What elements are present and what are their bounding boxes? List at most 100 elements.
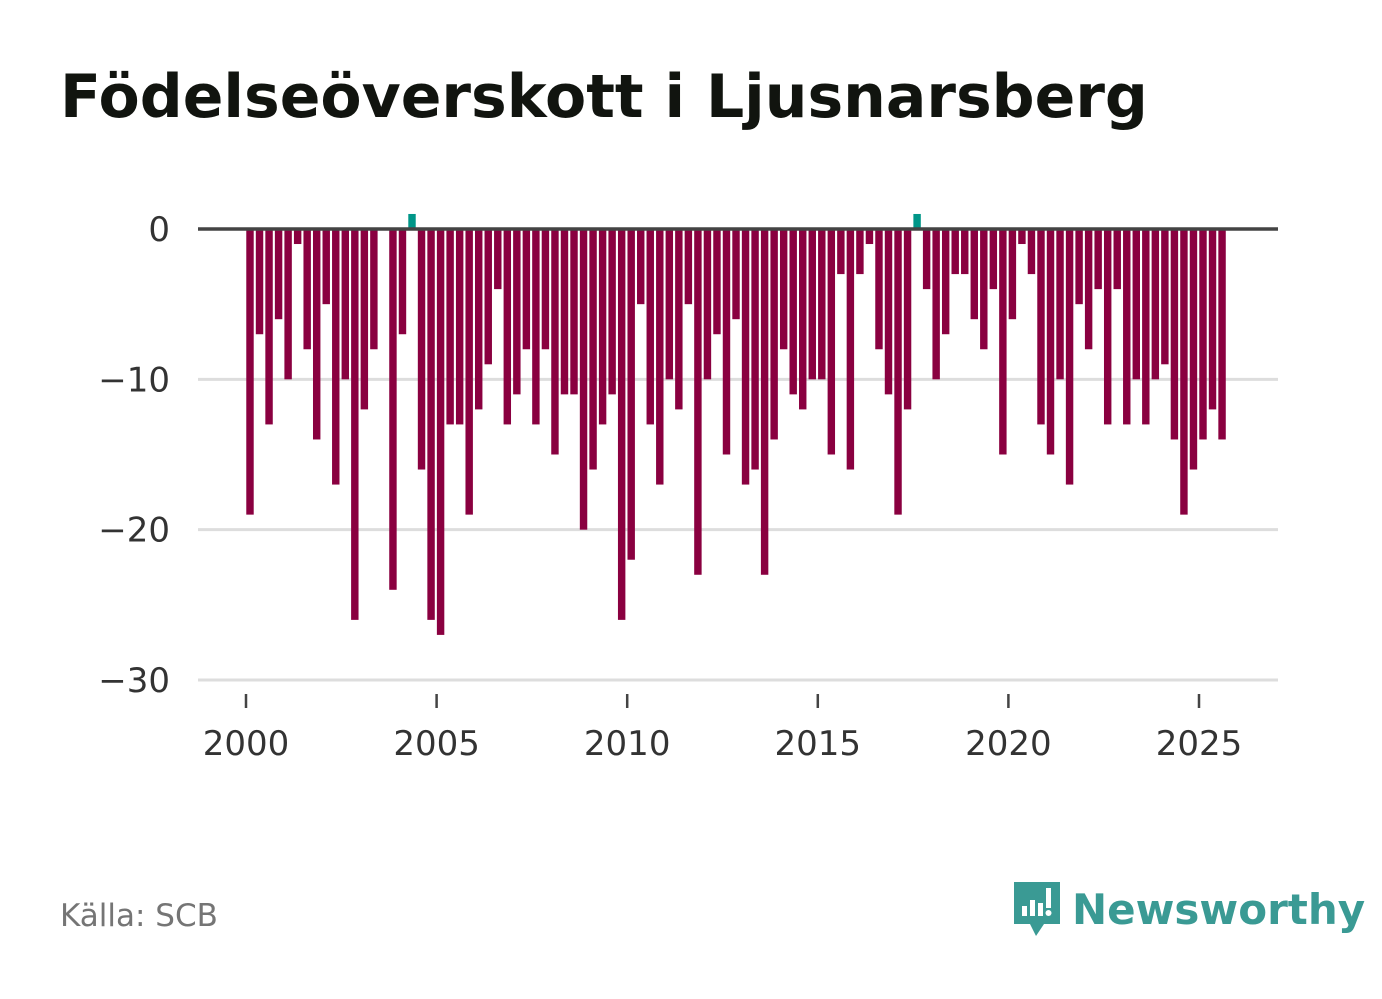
bar	[827, 229, 836, 455]
bar	[1008, 229, 1017, 320]
y-tick-label: −30	[98, 661, 170, 701]
bar	[808, 229, 816, 380]
bar	[1151, 229, 1160, 380]
bar	[265, 229, 273, 425]
bar	[1094, 229, 1102, 290]
bar	[522, 229, 531, 350]
bar	[1065, 229, 1074, 485]
bar	[1037, 229, 1045, 425]
axes: 0 −10 −20 −30 2000 2005 2010 2015 2020 2025	[98, 210, 1278, 764]
bar	[1046, 229, 1055, 455]
bar	[980, 229, 988, 350]
x-tick-label: 2025	[1156, 724, 1243, 764]
bar	[598, 229, 607, 425]
bar	[1161, 229, 1169, 365]
bar	[1199, 229, 1207, 440]
x-tick-label: 2005	[393, 724, 480, 764]
bar	[484, 229, 492, 365]
bar	[846, 229, 855, 470]
bar	[951, 229, 959, 275]
bar	[722, 229, 731, 455]
bar	[703, 229, 712, 380]
bar	[913, 213, 921, 229]
bar	[884, 229, 893, 395]
bar	[1208, 229, 1217, 410]
bar	[713, 229, 721, 335]
bar	[303, 229, 311, 350]
bar	[436, 229, 445, 635]
bar	[770, 229, 778, 440]
y-tick-label: −10	[98, 360, 170, 400]
bar	[246, 229, 254, 515]
bar	[989, 229, 998, 290]
bar	[1075, 229, 1083, 305]
bar	[446, 229, 454, 425]
bar	[551, 229, 559, 455]
bar	[494, 229, 502, 290]
bar	[932, 229, 940, 380]
source-credit: Källa: SCB	[60, 898, 218, 934]
bar	[532, 229, 540, 425]
bar	[560, 229, 569, 395]
bar	[1132, 229, 1140, 380]
bar	[389, 229, 397, 590]
bar	[799, 229, 807, 410]
bar	[617, 229, 626, 620]
bar	[1218, 229, 1226, 440]
bar	[332, 229, 340, 485]
bar	[1103, 229, 1112, 425]
gridlines	[198, 377, 1278, 682]
bar	[455, 229, 464, 425]
bar	[922, 229, 931, 290]
bar	[1189, 229, 1198, 470]
bar	[503, 229, 512, 425]
bar	[856, 229, 864, 275]
bar	[341, 229, 350, 380]
bar	[894, 229, 902, 515]
bar	[351, 229, 359, 620]
bar	[370, 229, 378, 350]
bar	[255, 229, 264, 335]
bar	[837, 229, 845, 275]
bar	[1056, 229, 1064, 380]
bar	[475, 229, 483, 410]
bar	[1027, 229, 1036, 275]
bar	[789, 229, 797, 395]
bar	[293, 229, 302, 245]
bar	[865, 229, 874, 245]
bar	[741, 229, 750, 485]
bar	[360, 229, 369, 410]
bar	[417, 229, 426, 470]
newsworthy-logo-icon	[1014, 882, 1060, 936]
bar	[427, 229, 435, 620]
bar	[999, 229, 1007, 455]
bars	[246, 213, 1226, 635]
bar	[1113, 229, 1121, 290]
bar	[656, 229, 664, 485]
bar	[1084, 229, 1093, 350]
bar	[608, 229, 616, 395]
y-tick-label: 0	[148, 210, 170, 250]
bar	[970, 229, 978, 320]
bar	[961, 229, 969, 275]
bar	[312, 229, 321, 440]
bar	[1018, 229, 1026, 245]
bar	[675, 229, 683, 410]
x-tick-label: 2020	[965, 724, 1052, 764]
brand-name: Newsworthy	[1072, 884, 1366, 934]
x-tick-label: 2010	[584, 724, 671, 764]
bar	[465, 229, 473, 515]
bar	[694, 229, 702, 575]
bar	[274, 229, 283, 320]
bar	[684, 229, 693, 305]
bar	[751, 229, 759, 470]
chart-title: Födelseöverskott i Ljusnarsberg	[60, 62, 1148, 132]
x-tick-label: 2000	[203, 724, 290, 764]
bar	[637, 229, 645, 305]
bar	[579, 229, 588, 530]
bar	[665, 229, 674, 380]
bar	[1170, 229, 1179, 440]
bar	[732, 229, 740, 320]
bar	[408, 213, 416, 229]
bar	[589, 229, 597, 470]
